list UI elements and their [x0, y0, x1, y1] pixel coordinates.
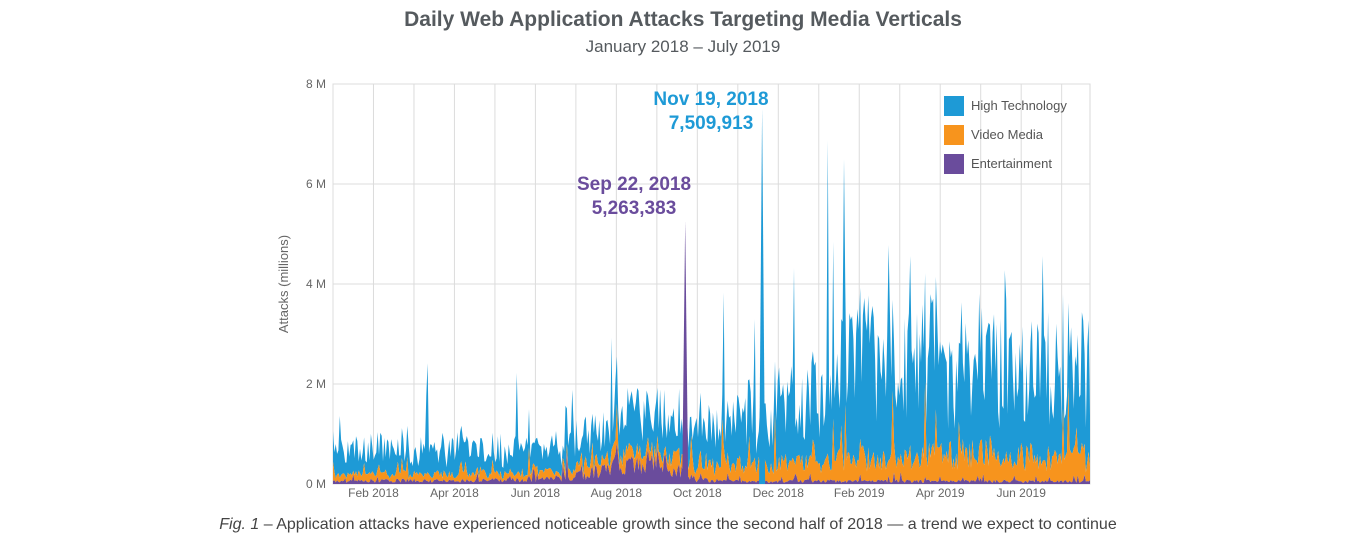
annotation-date: Nov 19, 2018 [653, 89, 768, 110]
chart-area: 0 M 2 M 4 M 6 M 8 M Feb 2018 Apr 2018 Jun 2018 A… [276, 77, 1091, 500]
y-tick-label: 4 M [306, 277, 326, 291]
y-tick-label: 8 M [306, 77, 326, 91]
x-tick-label: Oct 2018 [673, 486, 722, 500]
y-tick-label: 0 M [306, 477, 326, 491]
series-areas [333, 140, 1090, 484]
legend-swatch [944, 96, 964, 116]
x-tick-label: Aug 2018 [591, 486, 643, 500]
x-tick-label: Feb 2019 [834, 486, 885, 500]
spike-high-technology [759, 108, 766, 485]
legend-label: Entertainment [971, 156, 1052, 171]
y-axis-label: Attacks (millions) [276, 235, 291, 333]
legend: High Technology Video Media Entertainment [944, 96, 1067, 174]
chart-title: Daily Web Application Attacks Targeting … [404, 8, 962, 31]
legend-label: High Technology [971, 98, 1067, 113]
annotation-date: Sep 22, 2018 [577, 174, 691, 195]
annotations: Sep 22, 2018 5,263,383 Nov 19, 2018 7,509,9… [577, 89, 769, 219]
area-entertainment [333, 443, 1090, 484]
axes: 0 M 2 M 4 M 6 M 8 M Feb 2018 Apr 2018 Jun 2018 A… [306, 77, 1046, 500]
caption-fig-number: Fig. 1 [219, 516, 260, 533]
legend-label: Video Media [971, 127, 1044, 142]
legend-swatch [944, 154, 964, 174]
caption-text: – Application attacks have experienced n… [259, 516, 1117, 533]
x-tick-label: Dec 2018 [753, 486, 805, 500]
area-high-technology [333, 140, 1090, 479]
x-tick-label: Apr 2018 [430, 486, 479, 500]
spike-peaks [682, 108, 766, 485]
x-tick-label: Feb 2018 [348, 486, 399, 500]
figure-caption: Fig. 1 – Application attacks have experi… [0, 516, 1336, 534]
annotation-value: 7,509,913 [669, 113, 754, 134]
legend-swatch [944, 125, 964, 145]
area-video-media [333, 381, 1090, 483]
x-tick-label: Jun 2019 [996, 486, 1046, 500]
chart-subtitle: January 2018 – July 2019 [585, 37, 781, 56]
x-tick-label: Jun 2018 [511, 486, 561, 500]
y-tick-label: 2 M [306, 377, 326, 391]
x-tick-label: Apr 2019 [916, 486, 965, 500]
y-tick-label: 6 M [306, 177, 326, 191]
spike-entertainment [682, 220, 689, 484]
annotation-value: 5,263,383 [592, 198, 677, 219]
